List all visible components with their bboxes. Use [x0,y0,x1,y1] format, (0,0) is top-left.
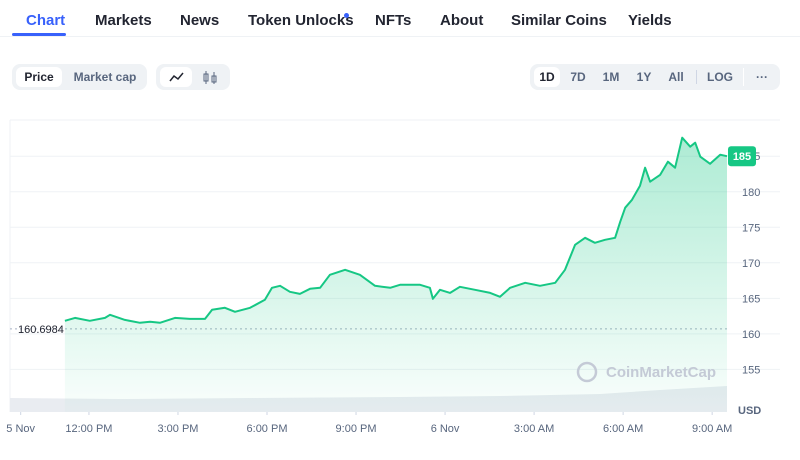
x-tick-label: 9:00 AM [692,423,732,435]
range-button[interactable]: 1M [602,70,620,84]
open-price-label: 160.6984 [18,324,64,336]
current-price-badge [728,146,756,167]
current-price-label: 185 [733,151,751,163]
tab[interactable]: NFTs [375,12,412,29]
x-tick-label: 6:00 PM [247,423,288,435]
range-button[interactable]: 1Y [636,70,652,84]
mode-button[interactable]: Market cap [73,70,137,84]
range-button[interactable]: 1D [534,67,560,87]
tab[interactable]: About [440,12,484,29]
new-dot [344,13,349,18]
price-line [64,136,728,324]
separator [743,68,744,86]
log-button[interactable]: LOG [707,70,733,84]
more-button[interactable]: ··· [756,70,768,84]
x-tick-label: 3:00 PM [157,423,198,435]
area [64,137,727,412]
y-tick-label: 180 [742,187,760,199]
range-toggle: 1D 7D 1M 1Y All LOG ··· [530,64,780,90]
y-tick-label: 170 [742,258,760,270]
chart-style-toggle [156,64,230,90]
y-unit: USD [738,405,761,417]
watermark-logo [576,361,598,383]
tab[interactable]: Yields [628,12,672,29]
range-button[interactable]: 7D [570,70,586,84]
tab[interactable]: Token Unlocks [248,12,354,29]
tab[interactable]: Markets [95,12,152,29]
candle-icon [203,71,217,84]
line-style-button[interactable] [160,67,192,87]
tab[interactable]: Similar Coins [511,12,607,29]
x-tick-label: 3:00 AM [514,423,554,435]
x-tick-label: 6:00 AM [603,423,643,435]
candle-style-button[interactable] [194,67,226,87]
volume-area [10,386,727,412]
line-icon [169,72,184,82]
separator [696,70,697,84]
range-button[interactable]: All [668,70,684,84]
mode-toggle: Price Market cap [12,64,147,90]
y-tick-label: 165 [742,293,760,305]
tab[interactable]: News [180,12,220,29]
mode-button[interactable]: Price [16,67,62,87]
x-tick-label: 6 Nov [431,423,460,435]
y-tick-label: 175 [742,222,760,234]
y-tick-label: 185 [742,151,760,163]
x-tick-label: 5 Nov [6,423,35,435]
tab-bar: Chart Markets News Token Unlocks NFTs Ab… [0,0,800,37]
y-tick-label: 155 [742,364,760,376]
watermark: CoinMarketCap [606,364,716,381]
x-tick-label: 12:00 PM [65,423,112,435]
y-tick-label: 160 [742,329,760,341]
active-underline [12,33,66,36]
tab[interactable]: Chart [26,12,66,29]
x-tick-label: 9:00 PM [336,423,377,435]
